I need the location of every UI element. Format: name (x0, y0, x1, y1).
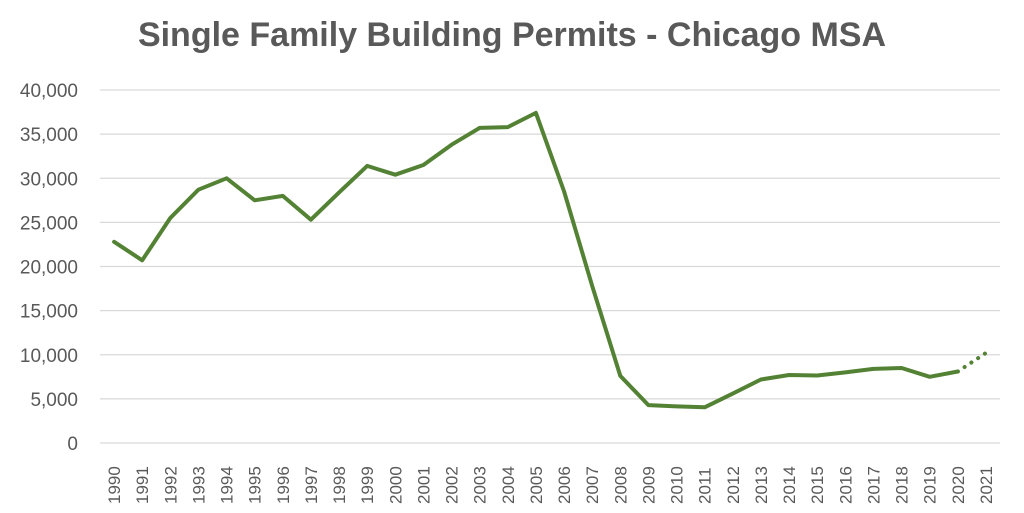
x-tick-label: 2005 (527, 466, 546, 504)
x-tick-label: 2006 (555, 466, 574, 504)
x-tick-label: 2015 (808, 466, 827, 504)
y-axis-ticks: 0 5,000 10,000 15,000 20,000 25,000 30,000 35,0… (20, 81, 78, 455)
x-tick-label: 1994 (218, 466, 237, 504)
y-tick-label: 30,000 (20, 169, 78, 190)
x-tick-label: 2013 (752, 466, 771, 504)
y-tick-label: 10,000 (20, 346, 78, 367)
x-tick-label: 2001 (414, 466, 433, 504)
x-tick-label: 2000 (386, 466, 405, 504)
x-tick-label: 2004 (499, 466, 518, 504)
x-tick-label: 2011 (696, 467, 715, 504)
x-tick-label: 2012 (724, 466, 743, 504)
x-tick-label: 2002 (443, 466, 462, 504)
x-tick-label: 1996 (274, 466, 293, 504)
x-tick-label: 1992 (161, 466, 180, 504)
y-tick-label: 20,000 (20, 258, 78, 279)
x-tick-label: 2010 (668, 466, 687, 504)
x-tick-label: 2014 (780, 466, 799, 504)
y-tick-label: 25,000 (20, 213, 78, 234)
x-tick-label: 1993 (189, 466, 208, 504)
x-tick-label: 2018 (893, 466, 912, 504)
x-tick-label: 2017 (864, 466, 883, 504)
data-series (112, 110, 988, 410)
x-tick-label: 2016 (836, 466, 855, 504)
x-tick-label: 1991 (133, 466, 152, 504)
x-tick-label: 2020 (949, 466, 968, 504)
series-line (112, 110, 960, 410)
y-tick-label: 35,000 (20, 125, 78, 146)
x-axis-ticks: 1990 1991 1992 1993 1994 1995 1996 1997 1998 1999… (105, 466, 996, 504)
y-tick-label: 40,000 (20, 81, 78, 102)
x-tick-label: 1999 (358, 466, 377, 504)
x-tick-label: 1998 (330, 466, 349, 504)
x-tick-label: 1995 (246, 466, 265, 504)
series-line-projected (955, 351, 988, 374)
x-tick-label: 2008 (611, 466, 630, 504)
gridlines (100, 89, 1000, 444)
x-tick-label: 2019 (921, 466, 940, 504)
y-tick-label: 0 (67, 434, 78, 455)
x-tick-label: 1997 (302, 466, 321, 504)
x-tick-label: 2003 (471, 466, 490, 504)
x-tick-label: 2007 (583, 466, 602, 504)
y-tick-label: 15,000 (20, 302, 78, 323)
x-tick-label: 2021 (977, 466, 996, 504)
x-tick-label: 1990 (105, 466, 124, 504)
chart-title: Single Family Building Permits - Chicago… (137, 16, 887, 54)
x-tick-label: 2009 (639, 466, 658, 504)
y-tick-label: 5,000 (30, 390, 78, 411)
